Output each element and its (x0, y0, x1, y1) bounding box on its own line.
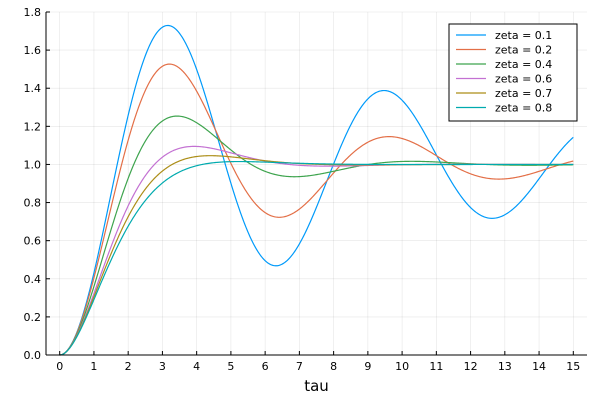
x-tick-label: 14 (532, 360, 546, 373)
series-line-5 (59, 160, 574, 356)
y-tick-label: 0.2 (24, 311, 42, 324)
y-tick-label: 1.8 (24, 6, 42, 19)
series-line-3 (59, 145, 574, 356)
y-tick-label: 1.2 (24, 120, 42, 133)
x-tick-label: 9 (364, 360, 371, 373)
x-tick-label: 6 (262, 360, 269, 373)
x-tick-label: 15 (566, 360, 580, 373)
x-tick-label: 3 (159, 360, 166, 373)
x-tick-label: 7 (296, 360, 303, 373)
series-line-1 (59, 63, 574, 356)
x-tick-label: 11 (429, 360, 443, 373)
tick-labels: 0 1 2 3 4 5 6 7 8 9 10 11 12 13 14 150.00.20.40.60.81.0… (24, 6, 581, 373)
x-tick-label: 4 (193, 360, 200, 373)
x-tick-label: 1 (90, 360, 97, 373)
x-tick-label: 12 (464, 360, 478, 373)
x-tick-label: 10 (395, 360, 409, 373)
series-line-2 (59, 115, 574, 356)
legend-label: zeta = 0.1 (495, 29, 552, 42)
x-tick-label: 13 (498, 360, 512, 373)
y-tick-label: 1.6 (24, 44, 42, 57)
x-tick-label: 0 (56, 360, 63, 373)
legend-label: zeta = 0.7 (495, 87, 552, 100)
y-tick-label: 0.6 (24, 235, 42, 248)
series-line-0 (59, 24, 574, 356)
legend-label: zeta = 0.6 (495, 73, 552, 86)
legend-label: zeta = 0.4 (495, 58, 552, 71)
y-tick-label: 0.4 (24, 273, 42, 286)
x-tick-label: 2 (125, 360, 132, 373)
series-lines (59, 24, 574, 356)
legend-label: zeta = 0.8 (495, 102, 552, 115)
y-tick-label: 0.0 (24, 349, 42, 362)
y-tick-label: 1.0 (24, 158, 42, 171)
legend-label: zeta = 0.2 (495, 44, 552, 57)
axes (45, 12, 587, 356)
series-line-4 (59, 155, 574, 356)
y-tick-label: 1.4 (24, 82, 42, 95)
x-tick-label: 5 (227, 360, 234, 373)
x-tick-label: 8 (330, 360, 337, 373)
legend-box (448, 23, 578, 122)
x-axis-title: tau (304, 377, 329, 395)
y-tick-label: 0.8 (24, 197, 42, 210)
